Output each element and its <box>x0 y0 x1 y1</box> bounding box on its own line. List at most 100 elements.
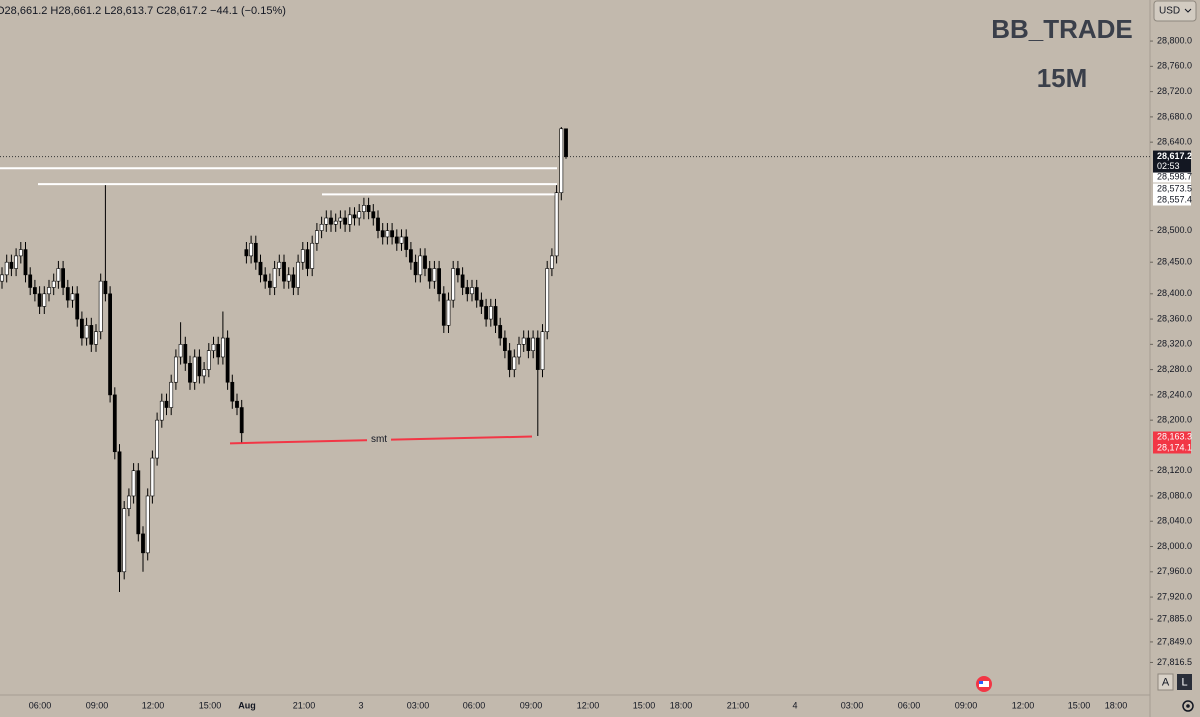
candle-body <box>47 287 51 295</box>
y-tick-label: 28,720.0 <box>1157 86 1192 96</box>
candle-body <box>361 205 366 212</box>
y-tick-label: 28,240.0 <box>1157 389 1192 399</box>
candle-body <box>225 337 230 383</box>
candle-body <box>145 495 150 554</box>
candle-body <box>300 249 305 263</box>
candle-body <box>235 400 239 408</box>
candle-body <box>507 350 512 370</box>
candle-body <box>376 217 380 231</box>
candle-body <box>206 350 211 370</box>
candle-body <box>474 287 479 301</box>
candle-body <box>98 280 103 333</box>
event-flag[interactable] <box>976 676 992 692</box>
y-tick-label: 28,040.0 <box>1157 516 1192 526</box>
candle-body <box>202 369 207 377</box>
candle-body <box>169 381 174 408</box>
y-tick-label: 28,000.0 <box>1157 541 1192 551</box>
y-tick-label: 28,280.0 <box>1157 364 1192 374</box>
candle-body <box>347 214 352 225</box>
candle-body <box>413 261 418 276</box>
level-price-box <box>1153 183 1191 195</box>
y-tick-label: 28,760.0 <box>1157 61 1192 71</box>
y-tick-label: 28,400.0 <box>1157 288 1192 298</box>
level-price-label: 28,598.7 <box>1157 171 1192 181</box>
y-tick-label: 28,500.0 <box>1157 225 1192 235</box>
candle-body <box>75 293 80 320</box>
candle-body <box>399 236 404 244</box>
candle-body <box>554 192 559 257</box>
candle-body <box>451 268 456 301</box>
candle-body <box>178 344 183 358</box>
x-tick-label: 09:00 <box>955 700 978 710</box>
candle-body <box>545 268 550 333</box>
y-tick-label: 28,800.0 <box>1157 35 1192 45</box>
candle-body <box>559 128 564 194</box>
button-frame[interactable] <box>1177 674 1192 690</box>
settings-button[interactable] <box>1182 700 1194 712</box>
trend-label-bg <box>367 432 391 446</box>
candle-body <box>18 249 23 257</box>
currency-button[interactable]: USD <box>1153 0 1197 22</box>
candle-body <box>65 287 70 301</box>
candle-body <box>56 268 61 282</box>
candle-body <box>488 306 493 320</box>
currency-label[interactable]: USD <box>1159 6 1180 17</box>
x-tick-label: 06:00 <box>463 700 486 710</box>
flag-stripe <box>979 681 989 687</box>
y-tick-label: 28,200.0 <box>1157 415 1192 425</box>
candle-body <box>343 217 348 225</box>
candle-body <box>291 274 296 288</box>
last-price-label: 28,617.2 <box>1157 151 1192 161</box>
candle-body <box>418 255 423 276</box>
candle-body <box>437 268 442 295</box>
candle-body <box>338 217 343 222</box>
candle-body <box>479 299 484 307</box>
x-tick-label: 03:00 <box>407 700 430 710</box>
log-button[interactable]: L <box>1177 674 1192 690</box>
candle-body <box>357 211 362 219</box>
candle-body <box>244 249 249 257</box>
y-tick-label: 27,885.0 <box>1157 614 1192 624</box>
candle-body <box>117 451 122 573</box>
candle-body <box>221 337 225 358</box>
scale-button[interactable]: A <box>1157 673 1174 691</box>
candle-body <box>136 470 141 535</box>
candle-body <box>333 220 338 225</box>
currency-button-frame[interactable] <box>1153 0 1197 22</box>
candle-body <box>521 337 526 345</box>
candle-body <box>197 356 202 377</box>
y-tick-label: 28,120.0 <box>1157 465 1192 475</box>
candle-body <box>192 356 197 383</box>
gear-center <box>1186 704 1190 708</box>
candle-body <box>540 331 545 370</box>
last-price-box <box>1153 150 1191 173</box>
candle-body <box>484 306 489 320</box>
candle-body <box>112 394 117 453</box>
candle-body <box>371 211 376 219</box>
candle-body <box>427 268 432 282</box>
candle-body <box>329 217 333 225</box>
gear-icon[interactable] <box>1182 700 1194 712</box>
x-tick-label: 21:00 <box>727 700 750 710</box>
watermark: 15M <box>1037 63 1088 93</box>
candle-body <box>253 242 258 263</box>
button-frame[interactable] <box>1157 673 1174 691</box>
candle-body <box>394 236 399 244</box>
candle-body <box>23 249 28 276</box>
candle-body <box>305 249 310 269</box>
candle-body <box>14 255 19 269</box>
auto-scale-button[interactable]: A <box>1162 676 1170 688</box>
candle-body <box>141 533 145 554</box>
candle-body <box>319 223 324 231</box>
candle-body <box>352 214 357 219</box>
countdown-label: 02:53 <box>1157 161 1180 171</box>
candle-body <box>122 508 127 573</box>
candle-body <box>258 261 263 276</box>
candle-body <box>286 274 291 282</box>
candle-body <box>84 325 89 339</box>
candle-body <box>272 268 277 288</box>
candle-body <box>423 255 427 269</box>
log-scale-button[interactable]: L <box>1181 676 1187 688</box>
candle-body <box>51 280 56 288</box>
